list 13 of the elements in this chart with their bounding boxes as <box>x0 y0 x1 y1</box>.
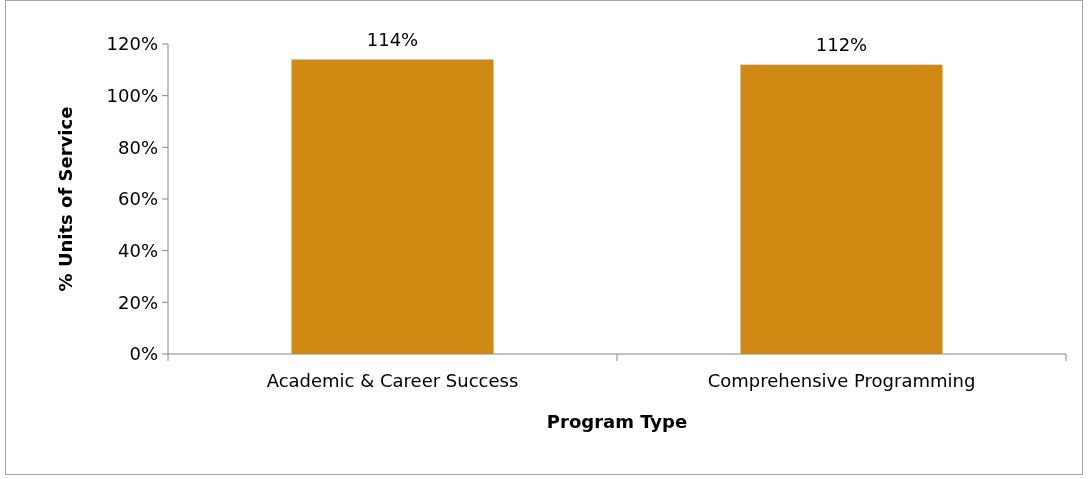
data-label: 112% <box>815 33 868 55</box>
y-tick-label: 120% <box>106 33 158 55</box>
y-axis-title: % Units of Service <box>55 106 76 292</box>
y-tick-label: 0% <box>129 343 158 365</box>
data-label: 114% <box>366 28 419 50</box>
y-tick-label: 60% <box>117 188 158 210</box>
x-tick-label: Academic & Career Success <box>266 370 519 391</box>
x-tick-label: Comprehensive Programming <box>707 370 976 391</box>
y-tick-label: 80% <box>117 136 158 158</box>
y-tick-label: 100% <box>106 84 158 106</box>
x-axis-title: Program Type <box>546 411 688 432</box>
y-tick-label: 20% <box>117 291 158 313</box>
y-tick-label: 40% <box>117 239 158 261</box>
